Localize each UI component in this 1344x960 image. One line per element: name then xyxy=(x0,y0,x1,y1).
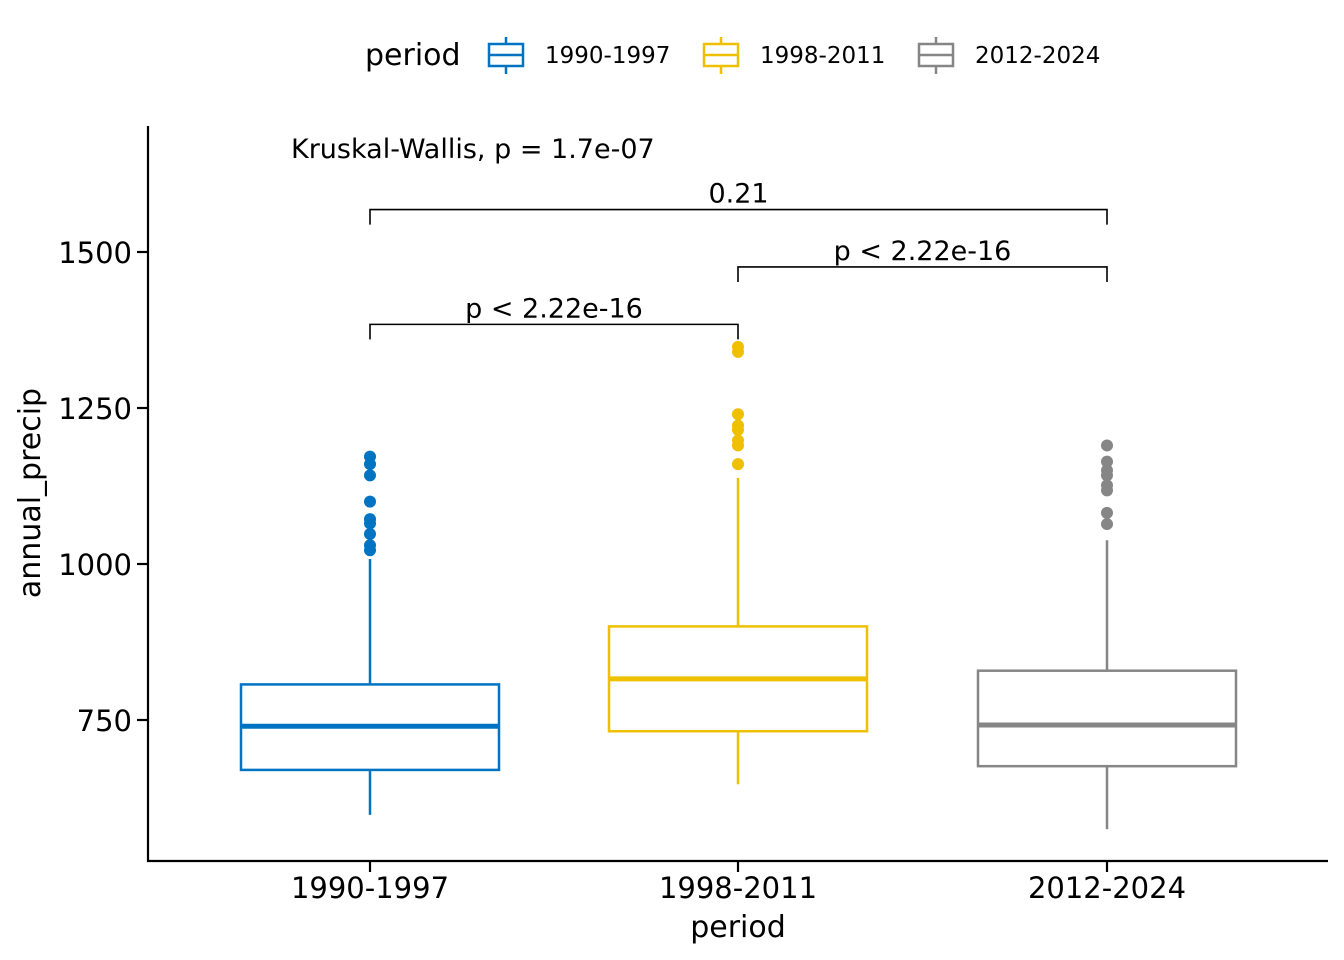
outlier-1990-1997-6 xyxy=(364,469,376,482)
y-axis-ticks: 750 1000 1250 1500 xyxy=(58,236,148,738)
y-tick-label-1250: 1250 xyxy=(58,392,132,426)
bracket-1990-1997-vs-2012-2024: 0.21 xyxy=(369,179,1108,225)
y-axis-title: annual_precip xyxy=(13,388,48,598)
kruskal-wallis-annotation: Kruskal-Wallis, p = 1.7e-07 xyxy=(291,134,655,165)
y-tick-label-1000: 1000 xyxy=(58,548,132,582)
iqr-box-2012-2024 xyxy=(976,669,1238,768)
box-series xyxy=(239,340,1238,830)
box-2012-2024 xyxy=(976,439,1238,830)
outlier-1998-2011-4 xyxy=(732,419,744,432)
x-tick-label-1998-2011: 1998-2011 xyxy=(659,871,817,905)
bracket-1998-2011-vs-2012-2024: p < 2.22e-16 xyxy=(737,236,1108,282)
x-tick-label-2012-2024: 2012-2024 xyxy=(1028,871,1186,905)
outlier-2012-2024-6 xyxy=(1101,455,1113,468)
outlier-1998-2011-7 xyxy=(732,340,744,353)
bracket-line-1 xyxy=(737,266,1108,282)
outlier-1998-2011-0 xyxy=(732,458,744,471)
box-1990-1997 xyxy=(239,450,501,815)
x-axis-ticks: 1990-1997 1998-2011 2012-2024 xyxy=(291,861,1186,905)
bracket-line-0 xyxy=(369,323,739,340)
outlier-1990-1997-2 xyxy=(364,528,376,541)
outlier-1990-1997-8 xyxy=(364,450,376,463)
x-tick-label-1990-1997: 1990-1997 xyxy=(291,871,449,905)
outlier-2012-2024-1 xyxy=(1101,506,1113,519)
legend-label-2012-2024: 2012-2024 xyxy=(975,43,1100,69)
bracket-1990-1997-vs-1998-2011: p < 2.22e-16 xyxy=(369,293,739,340)
y-tick-label-1500: 1500 xyxy=(58,236,132,270)
legend-key-2012-2024 xyxy=(917,37,955,74)
bracket-label-2: 0.21 xyxy=(708,179,768,210)
outlier-2012-2024-3 xyxy=(1101,479,1113,492)
bracket-line-2 xyxy=(369,208,1108,225)
outlier-1998-2011-2 xyxy=(732,434,744,447)
y-tick-label-750: 750 xyxy=(77,704,132,738)
legend-key-1990-1997 xyxy=(487,37,525,74)
outlier-1990-1997-5 xyxy=(364,495,376,508)
outlier-2012-2024-7 xyxy=(1101,439,1113,452)
comparison-brackets: p < 2.22e-16 p < 2.22e-16 0.21 xyxy=(369,179,1108,340)
legend-key-1998-2011 xyxy=(702,37,740,74)
legend-label-1990-1997: 1990-1997 xyxy=(545,43,670,69)
bracket-label-0: p < 2.22e-16 xyxy=(465,293,643,324)
bracket-label-1: p < 2.22e-16 xyxy=(834,236,1012,267)
legend-label-1998-2011: 1998-2011 xyxy=(760,43,885,69)
x-axis-title: period xyxy=(690,910,786,945)
outlier-1990-1997-4 xyxy=(364,513,376,526)
box-1998-2011 xyxy=(607,340,869,785)
legend: period 1990-1997 1998-2011 2012-2024 xyxy=(365,37,1100,74)
legend-title: period xyxy=(365,38,461,73)
outlier-2012-2024-5 xyxy=(1101,464,1113,477)
outlier-2012-2024-0 xyxy=(1101,518,1113,531)
outlier-1990-1997-1 xyxy=(364,539,376,552)
outlier-1998-2011-5 xyxy=(732,408,744,421)
